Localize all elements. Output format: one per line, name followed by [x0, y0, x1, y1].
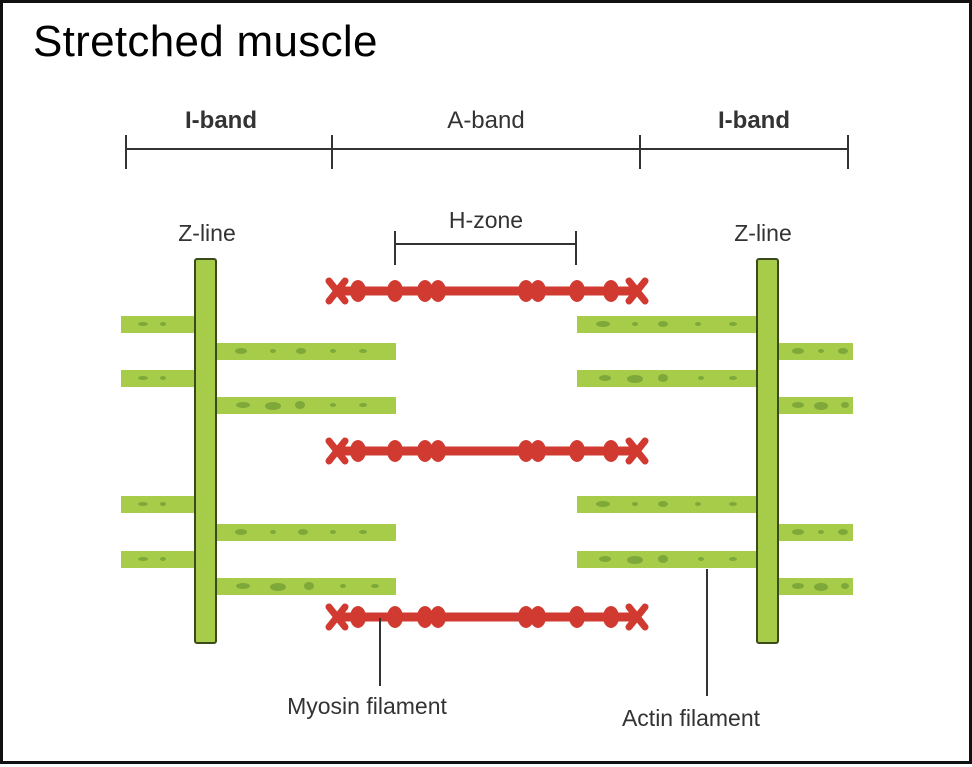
myosin-head [518, 280, 534, 302]
actin-filament-label: Actin filament [621, 705, 761, 731]
myosin-filament [325, 603, 649, 631]
myosin-head [387, 280, 403, 302]
myosin-end [325, 603, 349, 631]
myosin-filament-label: Myosin filament [287, 693, 447, 719]
myosin-end [625, 603, 649, 631]
actin-filament [778, 524, 853, 541]
z-line-right-label: Z-line [734, 220, 792, 246]
myosin-head [603, 440, 619, 462]
myosin-filament [325, 437, 649, 465]
actin-filament [216, 343, 396, 360]
myosin-head [569, 280, 585, 302]
myosin-head [569, 440, 585, 462]
actin-texture [138, 321, 849, 591]
myosin-head [530, 440, 546, 462]
actin-filament [778, 343, 853, 360]
myosin-head [603, 280, 619, 302]
myosin-end [325, 277, 349, 305]
myosin-head [430, 606, 446, 628]
myosin-filaments [325, 277, 649, 631]
myosin-head [569, 606, 585, 628]
myosin-filament [325, 277, 649, 305]
z-line-left [194, 258, 217, 644]
myosin-end [325, 437, 349, 465]
myosin-head [430, 280, 446, 302]
h-zone-label: H-zone [448, 207, 524, 233]
myosin-head [430, 440, 446, 462]
a-band-label: A-band [447, 107, 525, 134]
band-scale [125, 135, 849, 169]
myosin-head [350, 440, 366, 462]
actin-filament [216, 397, 396, 414]
myosin-head [518, 606, 534, 628]
myosin-end [625, 437, 649, 465]
left-i-band-label: I-band [185, 107, 257, 134]
myosin-head [387, 440, 403, 462]
myosin-head [417, 606, 433, 628]
myosin-head [530, 280, 546, 302]
myosin-head [603, 606, 619, 628]
myosin-head [417, 280, 433, 302]
myosin-head [387, 606, 403, 628]
h-zone-bracket [394, 231, 577, 265]
sarcomere-diagram [121, 135, 853, 696]
myosin-head [350, 280, 366, 302]
diagram-title: Stretched muscle [33, 17, 378, 66]
myosin-head [518, 440, 534, 462]
myosin-head [417, 440, 433, 462]
callout-lines [379, 569, 708, 696]
myosin-head [350, 606, 366, 628]
myosin-head [530, 606, 546, 628]
z-line-left-label: Z-line [178, 220, 236, 246]
right-i-band-label: I-band [718, 107, 790, 134]
z-line-right [756, 258, 779, 644]
myosin-end [625, 277, 649, 305]
